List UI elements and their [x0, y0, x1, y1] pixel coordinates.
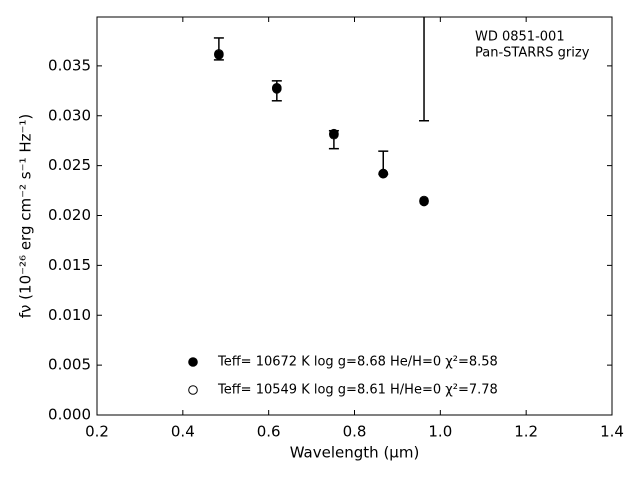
data-point [419, 195, 429, 206]
legend-marker [188, 357, 198, 367]
y-tick-label: 0.015 [48, 256, 91, 274]
legend-label: Teff= 10549 K log g=8.61 H/He=0 χ²=7.78 [217, 383, 498, 398]
annotation: WD 0851-001 [475, 30, 565, 45]
y-tick-label: 0.025 [48, 156, 91, 174]
x-tick-label: 0.6 [257, 423, 281, 441]
legend-marker [188, 385, 198, 395]
x-tick-label: 1.4 [600, 423, 624, 441]
data-point [214, 49, 224, 59]
data-point [329, 129, 339, 140]
x-tick-label: 0.8 [343, 423, 367, 441]
y-tick-label: 0.020 [48, 206, 91, 224]
y-tick-label: 0.000 [48, 406, 91, 424]
y-axis-label: fν (10⁻²⁶ erg cm⁻² s⁻¹ Hz⁻¹) [17, 114, 35, 319]
legend-label: Teff= 10672 K log g=8.68 He/H=0 χ²=8.58 [217, 355, 498, 370]
annotation: Pan-STARRS grizy [475, 46, 590, 61]
y-tick-label: 0.035 [48, 56, 91, 74]
x-tick-label: 1.0 [428, 423, 452, 441]
y-tick-label: 0.030 [48, 106, 91, 124]
x-tick-label: 1.2 [514, 423, 538, 441]
x-axis-label: Wavelength (μm) [290, 444, 420, 462]
plot-area [213, 17, 430, 207]
x-tick-label: 0.2 [85, 423, 109, 441]
y-tick-label: 0.005 [48, 356, 91, 374]
data-point [272, 84, 282, 94]
y-tick-label: 0.010 [48, 306, 91, 324]
x-tick-label: 0.4 [171, 423, 195, 441]
data-point [378, 168, 389, 179]
